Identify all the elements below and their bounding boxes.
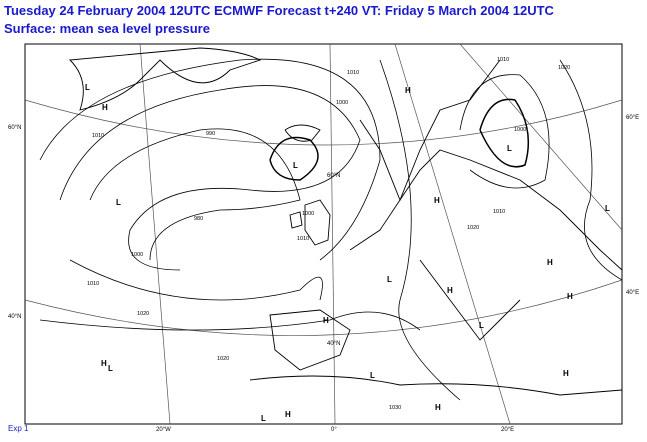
- pressure-center: H: [547, 258, 553, 267]
- pressure-center: L: [370, 371, 375, 380]
- pressure-center: H: [285, 410, 291, 419]
- grid-label: 60°N: [8, 125, 21, 131]
- pressure-center: L: [85, 83, 90, 92]
- isobar-label: 980: [194, 216, 203, 222]
- isobar-label: 1000: [336, 100, 348, 106]
- isobar-label: 1030: [389, 405, 401, 411]
- pressure-center: H: [435, 403, 441, 412]
- isobar-label: 1010: [493, 209, 505, 215]
- pressure-center: L: [507, 144, 512, 153]
- pressure-center: H: [101, 359, 107, 368]
- pressure-center: L: [605, 204, 610, 213]
- isobar-label: 1020: [217, 356, 229, 362]
- pressure-center: H: [567, 292, 573, 301]
- grid-label: 40°N: [8, 314, 21, 320]
- footer-label: Exp 1: [8, 424, 29, 433]
- isobar-label: 1010: [92, 133, 104, 139]
- pressure-center: H: [563, 369, 569, 378]
- pressure-center: L: [108, 364, 113, 373]
- isobars: [39, 58, 623, 401]
- grid-label: 60°E: [626, 115, 639, 121]
- grid-label: 60°N: [327, 173, 340, 179]
- isobar-label: 990: [206, 131, 215, 137]
- pressure-center: L: [293, 161, 298, 170]
- grid-label: 20°E: [501, 427, 514, 433]
- pressure-center: H: [323, 316, 329, 325]
- grid-label: 0°: [331, 427, 337, 433]
- pressure-center: H: [405, 86, 411, 95]
- isobar-label: 1020: [137, 311, 149, 317]
- pressure-center: L: [116, 198, 121, 207]
- isobar-label: 1000: [302, 211, 314, 217]
- subtitle: Surface: mean sea level pressure: [4, 21, 210, 36]
- isobar-label: 1000: [514, 127, 526, 133]
- grid-label: 40°N: [327, 341, 340, 347]
- pressure-center: L: [479, 321, 484, 330]
- map-frame: [24, 43, 623, 425]
- graticule: [24, 43, 623, 425]
- pressure-center: L: [261, 414, 266, 423]
- grid-label: 40°E: [626, 290, 639, 296]
- isobar-label: 1010: [297, 236, 309, 242]
- isobar-label: 1020: [467, 225, 479, 231]
- isobar-label: 1000: [131, 252, 143, 258]
- isobar-label: 1010: [87, 281, 99, 287]
- grid-label: 20°W: [156, 427, 171, 433]
- pressure-center: H: [447, 286, 453, 295]
- isobar-label: 1020: [558, 65, 570, 71]
- pressure-center: H: [434, 196, 440, 205]
- pressure-center: H: [102, 103, 108, 112]
- isobar-label: 1010: [497, 57, 509, 63]
- isobar-label: 1010: [347, 70, 359, 76]
- title: Tuesday 24 February 2004 12UTC ECMWF For…: [4, 3, 554, 18]
- pressure-center: L: [387, 275, 392, 284]
